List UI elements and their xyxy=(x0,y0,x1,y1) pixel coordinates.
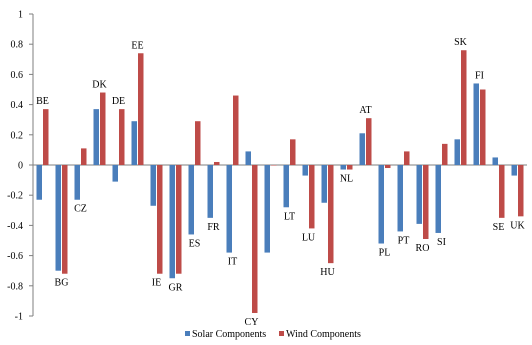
wind-bar xyxy=(100,92,106,165)
wind-bar xyxy=(499,165,505,218)
legend-label-wind: Wind Components xyxy=(286,329,361,340)
legend-label-solar: Solar Components xyxy=(192,329,266,340)
solar-bar xyxy=(283,165,289,208)
category-label: RO xyxy=(416,243,430,254)
wind-bar xyxy=(366,118,372,165)
solar-bar xyxy=(340,165,346,170)
wind-bar xyxy=(518,165,524,217)
category-label: NL xyxy=(340,174,353,185)
wind-bar xyxy=(423,165,429,239)
category-label: DE xyxy=(112,96,125,107)
solar-bar xyxy=(454,139,460,165)
wind-bar xyxy=(442,143,448,165)
wind-bar xyxy=(404,151,410,165)
category-label: ES xyxy=(189,238,201,249)
category-label: GR xyxy=(169,282,183,293)
solar-bar xyxy=(112,165,118,182)
solar-bar xyxy=(207,165,213,218)
y-tick-label: -0.4 xyxy=(7,221,23,232)
category-label: CZ xyxy=(74,204,87,215)
legend: Solar Components Wind Components xyxy=(185,329,361,340)
legend-swatch-wind xyxy=(279,331,284,336)
solar-bar xyxy=(416,165,422,224)
wind-bar xyxy=(328,165,334,264)
category-label: SE xyxy=(493,222,505,233)
solar-bar xyxy=(397,165,403,232)
wind-bar xyxy=(62,165,68,274)
wind-bar xyxy=(43,109,49,165)
category-label: DK xyxy=(92,80,107,91)
solar-bar xyxy=(492,157,498,165)
solar-bar xyxy=(435,165,441,233)
wind-bar xyxy=(176,165,182,274)
solar-bar xyxy=(74,165,80,200)
wind-bar xyxy=(271,165,277,166)
wind-bar xyxy=(138,53,144,166)
y-tick-label: 0.8 xyxy=(11,40,24,51)
solar-bar xyxy=(245,151,251,165)
solar-bar xyxy=(511,165,517,176)
solar-bar xyxy=(302,165,308,176)
solar-bar xyxy=(150,165,156,206)
y-tick-label: -0.8 xyxy=(7,281,23,292)
category-label: PL xyxy=(379,248,391,259)
category-label: LT xyxy=(284,211,295,222)
y-tick-label: -0.2 xyxy=(7,191,23,202)
category-label: FI xyxy=(475,70,484,81)
solar-bar xyxy=(36,165,42,200)
solar-bar xyxy=(226,165,232,253)
wind-bar xyxy=(252,165,258,313)
y-tick-label: -0.6 xyxy=(7,251,23,262)
solar-bar xyxy=(131,121,137,165)
y-tick-label: 0.4 xyxy=(11,100,24,111)
category-label: IE xyxy=(152,278,161,289)
category-label: EE xyxy=(131,40,143,51)
bars xyxy=(36,50,524,313)
category-label: UK xyxy=(510,220,525,231)
wind-bar xyxy=(309,165,315,229)
category-label: SI xyxy=(437,237,446,248)
solar-bar xyxy=(359,133,365,165)
y-tick-label: 0 xyxy=(18,161,23,172)
wind-bar xyxy=(157,165,163,274)
category-label: PT xyxy=(398,235,410,246)
solar-bar xyxy=(378,165,384,244)
y-tick-label: -1 xyxy=(15,312,23,323)
category-labels: BE BG CZ DK DE EE IE GR ES FR IT CY LT LU HU NL AT PL PT RO… xyxy=(36,37,525,328)
wind-bar xyxy=(81,148,87,165)
wind-bar xyxy=(290,139,296,165)
solar-bar xyxy=(188,165,194,235)
legend-swatch-solar xyxy=(185,331,190,336)
y-tick-label: 0.6 xyxy=(11,70,24,81)
solar-bar xyxy=(93,109,99,165)
wind-bar xyxy=(461,50,467,165)
wind-bar xyxy=(480,89,486,165)
solar-bar xyxy=(473,83,479,165)
category-label: SK xyxy=(454,37,468,48)
wind-bar xyxy=(347,165,353,170)
category-label: FR xyxy=(207,222,220,233)
wind-bar xyxy=(119,109,125,165)
category-label: CY xyxy=(245,317,259,328)
category-label: HU xyxy=(320,267,335,278)
wind-bar xyxy=(233,95,239,165)
solar-bar xyxy=(264,165,270,253)
category-label: IT xyxy=(228,257,237,268)
y-tick-label: 0.2 xyxy=(11,130,24,141)
solar-bar xyxy=(321,165,327,203)
category-label: BE xyxy=(36,96,49,107)
category-label: BG xyxy=(55,278,69,289)
wind-bar xyxy=(214,161,220,165)
category-label: AT xyxy=(359,105,371,116)
wind-bar xyxy=(195,121,201,165)
wind-bar xyxy=(385,165,391,169)
category-label: LU xyxy=(302,232,316,243)
solar-bar xyxy=(55,165,61,271)
y-tick-label: 1 xyxy=(18,10,23,21)
solar-bar xyxy=(169,165,175,279)
